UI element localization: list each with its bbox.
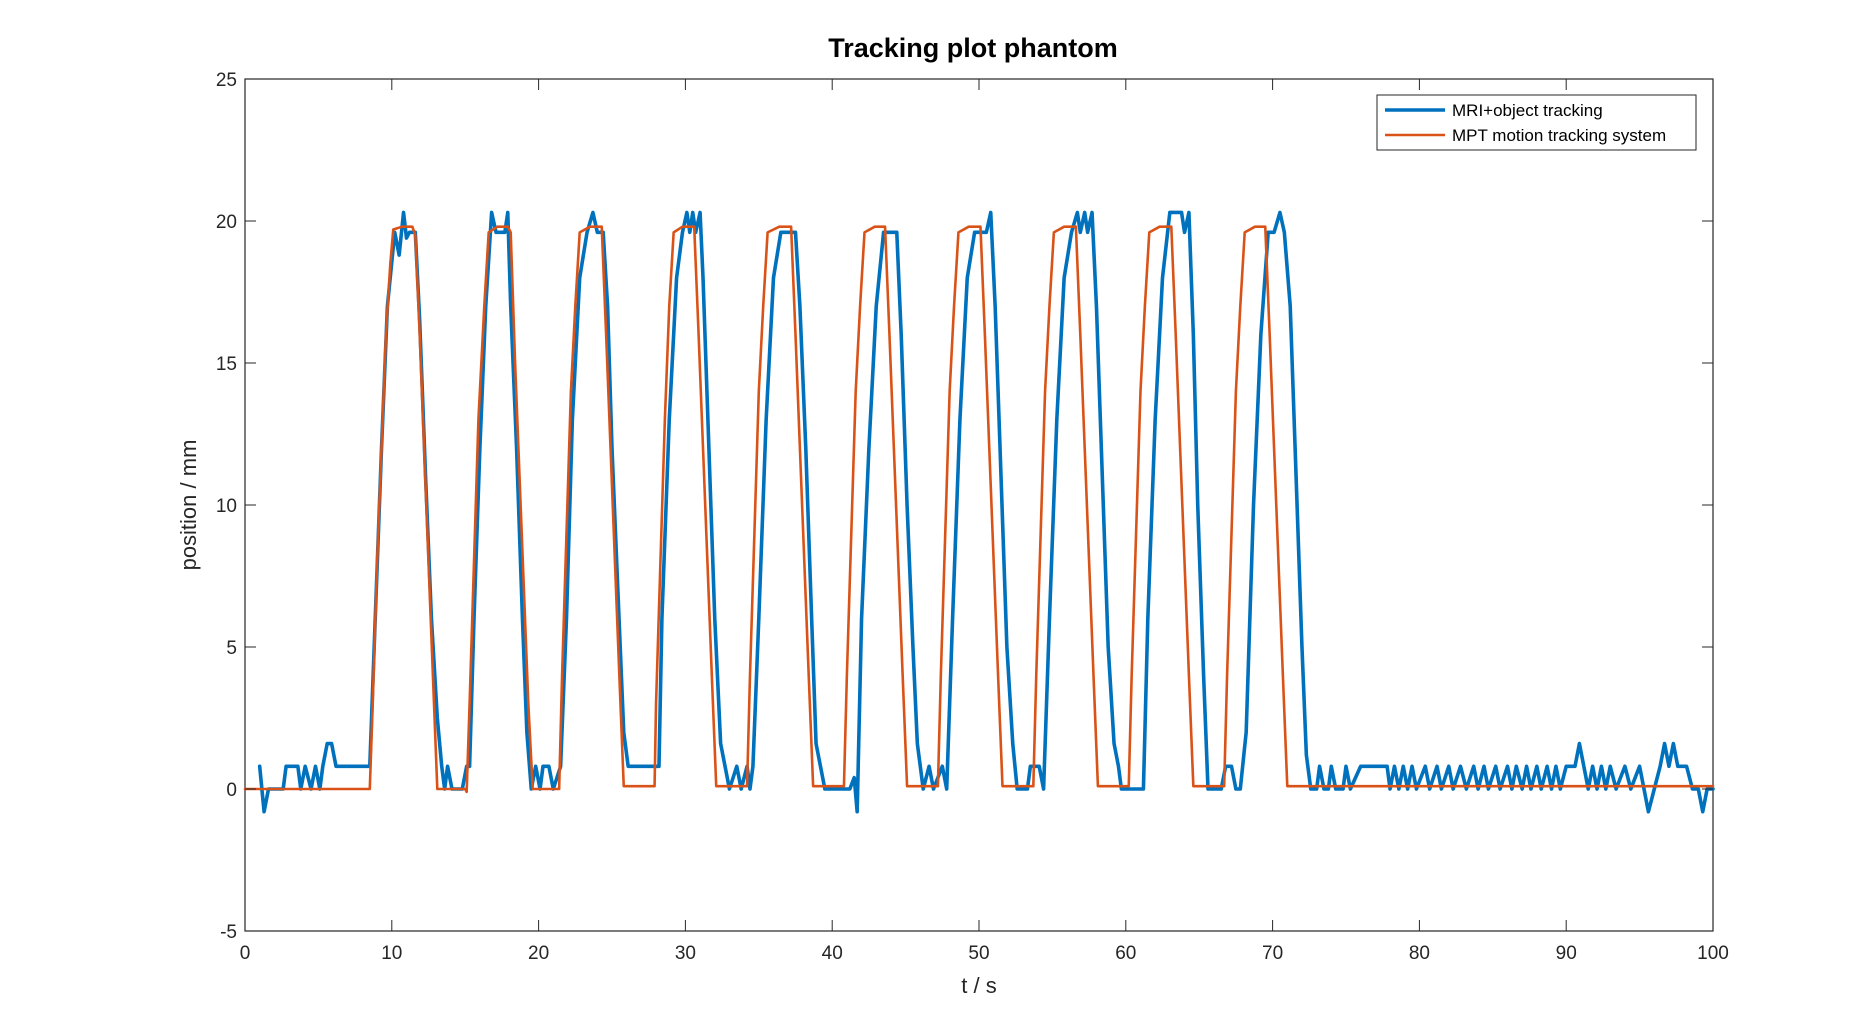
x-tick-label: 60: [1115, 943, 1136, 964]
x-tick-label: 40: [822, 943, 843, 964]
x-tick-label: 20: [528, 943, 549, 964]
x-tick-label: 90: [1556, 943, 1577, 964]
y-tick-label: 20: [216, 212, 237, 233]
x-tick-label: 70: [1262, 943, 1283, 964]
y-tick-label: 25: [216, 70, 237, 91]
series-line-1: [257, 210, 1715, 814]
plot-area: [244, 78, 1714, 932]
x-tick-label: 30: [675, 943, 696, 964]
legend: MRI+object tracking MPT motion tracking s…: [1376, 94, 1697, 151]
chart-title: Tracking plot phantom: [828, 33, 1118, 63]
legend-box: [1376, 94, 1697, 151]
x-tick-label: 10: [381, 943, 402, 964]
x-tick-label: 100: [1697, 943, 1729, 964]
y-tick-label: 0: [226, 780, 237, 801]
legend-label: MRI+object tracking: [1452, 101, 1603, 120]
legend-label: MPT motion tracking system: [1452, 126, 1666, 145]
x-tick-label: 80: [1409, 943, 1430, 964]
y-axis-label: position / mm: [176, 440, 201, 571]
y-tick-label: 5: [226, 638, 237, 659]
x-tick-label: 0: [240, 943, 251, 964]
series-line-2: [243, 225, 1715, 794]
y-tick-label: 15: [216, 354, 237, 375]
x-axis-label: t / s: [961, 973, 996, 998]
y-tick-label: -5: [220, 922, 237, 943]
series-layer: [243, 210, 1715, 814]
y-tick-label: 10: [216, 496, 237, 517]
x-tick-label: 50: [968, 943, 989, 964]
